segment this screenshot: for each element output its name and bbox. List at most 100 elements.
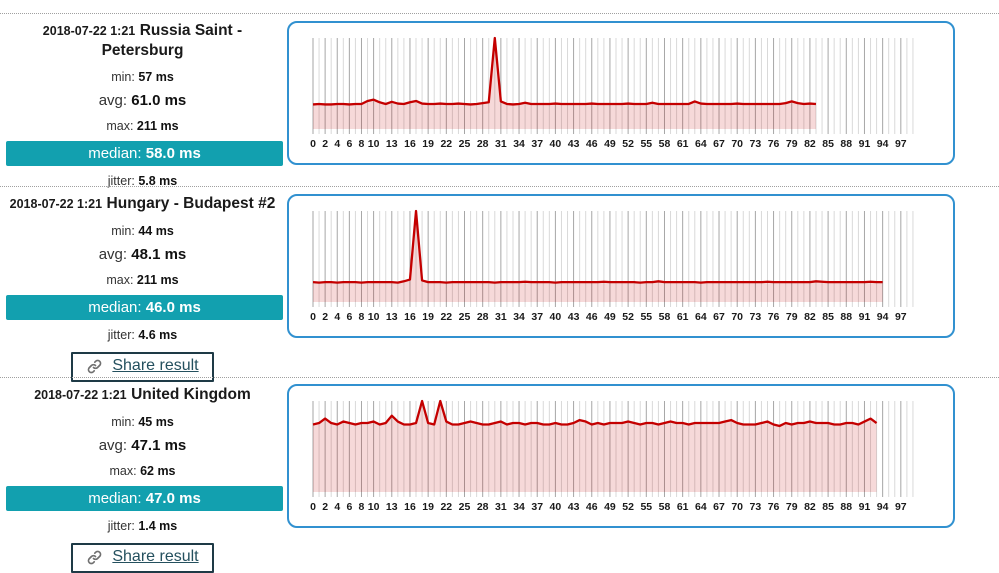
stat-label: max: [106,119,134,133]
svg-text:70: 70 [731,311,743,323]
svg-text:37: 37 [531,311,543,323]
svg-text:52: 52 [622,311,634,323]
svg-text:28: 28 [477,311,489,323]
stat-value: 62 ms [140,464,176,478]
link-icon [88,550,102,564]
median-value: 47.0 ms [145,490,201,507]
svg-text:58: 58 [659,311,671,323]
svg-text:4: 4 [334,501,340,513]
stats-panel: 2018-07-22 1:21 United Kingdom min: 45 m… [0,378,285,573]
share-result-button[interactable]: Share result [71,543,214,573]
share-result-label: Share result [112,548,199,565]
stat-value: 61.0 ms [131,92,187,109]
svg-text:40: 40 [550,501,562,513]
svg-text:49: 49 [604,501,616,513]
result-title: 2018-07-22 1:21 Russia Saint - Petersbur… [0,14,285,60]
svg-text:4: 4 [334,311,340,323]
stat-label: jitter: [107,174,135,188]
chart-container: 0 2 4 6 8 10 13 16 19 22 25 28 31 34 37 40 43 46 49 52 55 58 6… [287,21,955,165]
stat-max: max: 211 ms [0,273,285,287]
svg-text:67: 67 [713,501,725,513]
svg-text:43: 43 [568,311,580,323]
svg-text:79: 79 [786,311,798,323]
svg-text:64: 64 [695,138,707,150]
svg-text:43: 43 [568,501,580,513]
svg-text:6: 6 [346,311,352,323]
result-timestamp: 2018-07-22 1:21 [34,388,127,402]
svg-text:58: 58 [659,501,671,513]
svg-text:22: 22 [440,311,452,323]
svg-text:10: 10 [368,501,380,513]
result-timestamp: 2018-07-22 1:21 [9,197,103,211]
stat-jitter: jitter: 4.6 ms [0,328,285,342]
result-timestamp: 2018-07-22 1:21 [42,24,136,38]
svg-text:52: 52 [622,501,634,513]
stat-label: max: [106,273,134,287]
svg-text:61: 61 [677,138,689,150]
svg-text:97: 97 [895,138,907,150]
svg-text:64: 64 [695,501,707,513]
svg-text:40: 40 [550,311,562,323]
stat-max: max: 211 ms [0,119,285,133]
median-label: median: [88,490,142,507]
svg-text:25: 25 [459,138,471,150]
svg-text:76: 76 [768,138,780,150]
svg-text:13: 13 [386,501,398,513]
stat-label: avg: [98,92,128,109]
svg-text:82: 82 [804,311,816,323]
stat-value: 44 ms [138,224,174,238]
svg-text:28: 28 [477,501,489,513]
svg-text:31: 31 [495,138,507,150]
svg-text:22: 22 [440,138,452,150]
svg-text:49: 49 [604,311,616,323]
svg-text:2: 2 [322,311,328,323]
stat-label: jitter: [107,519,135,533]
svg-text:94: 94 [877,501,889,513]
median-bar: median: 58.0 ms [6,141,283,166]
result-row: 2018-07-22 1:21 Russia Saint - Petersbur… [0,13,999,188]
svg-text:4: 4 [334,138,340,150]
svg-text:46: 46 [586,501,598,513]
stat-avg: avg: 47.1 ms [0,438,285,454]
svg-text:94: 94 [877,311,889,323]
result-title: 2018-07-22 1:21 United Kingdom [0,378,285,405]
stats-panel: 2018-07-22 1:21 Hungary - Budapest #2 mi… [0,187,285,382]
stat-avg: avg: 61.0 ms [0,93,285,109]
svg-text:82: 82 [804,138,816,150]
svg-text:70: 70 [731,138,743,150]
stat-min: min: 44 ms [0,224,285,238]
svg-text:76: 76 [768,311,780,323]
svg-text:8: 8 [359,138,365,150]
svg-text:88: 88 [840,138,852,150]
svg-text:67: 67 [713,138,725,150]
stat-value: 211 ms [136,273,179,287]
svg-text:34: 34 [513,138,525,150]
svg-text:52: 52 [622,138,634,150]
svg-text:43: 43 [568,138,580,150]
svg-text:55: 55 [640,138,652,150]
svg-text:34: 34 [513,311,525,323]
svg-text:55: 55 [640,311,652,323]
svg-text:13: 13 [386,138,398,150]
result-title: 2018-07-22 1:21 Hungary - Budapest #2 [0,187,285,214]
svg-text:0: 0 [310,501,316,513]
svg-text:58: 58 [659,138,671,150]
svg-text:19: 19 [422,311,434,323]
svg-text:55: 55 [640,501,652,513]
svg-text:91: 91 [859,311,871,323]
svg-text:10: 10 [368,311,380,323]
stat-value: 45 ms [138,415,174,429]
stat-jitter: jitter: 1.4 ms [0,519,285,533]
stat-max: max: 62 ms [0,464,285,478]
stat-label: max: [109,464,137,478]
svg-text:46: 46 [586,311,598,323]
share-result-label: Share result [112,357,199,374]
median-bar: median: 47.0 ms [6,486,283,511]
svg-text:67: 67 [713,311,725,323]
result-row: 2018-07-22 1:21 United Kingdom min: 45 m… [0,377,999,573]
chart-container: 0 2 4 6 8 10 13 16 19 22 25 28 31 34 37 40 43 46 49 52 55 58 6… [287,384,955,528]
svg-text:73: 73 [750,501,762,513]
svg-text:28: 28 [477,138,489,150]
svg-text:25: 25 [459,311,471,323]
svg-text:61: 61 [677,311,689,323]
